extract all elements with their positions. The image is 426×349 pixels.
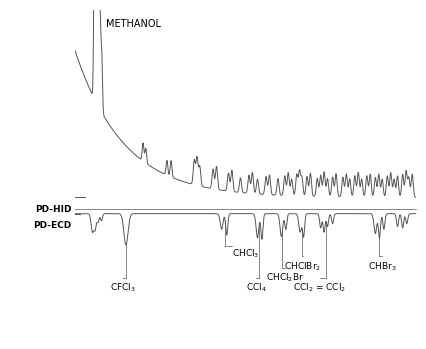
Text: PD-ECD: PD-ECD [33, 221, 71, 230]
Text: PD-HID: PD-HID [35, 205, 71, 214]
Text: CFCl$_3$: CFCl$_3$ [109, 282, 135, 295]
Text: CHCl$_2$Br: CHCl$_2$Br [265, 272, 303, 284]
Text: CHBr$_3$: CHBr$_3$ [367, 261, 395, 273]
Text: CCl$_4$: CCl$_4$ [245, 282, 266, 295]
Text: CHCl$_3$: CHCl$_3$ [231, 248, 259, 260]
Text: CHClBr$_2$: CHClBr$_2$ [284, 261, 321, 273]
Text: CCl$_2$ = CCl$_2$: CCl$_2$ = CCl$_2$ [293, 282, 346, 295]
Text: METHANOL: METHANOL [106, 19, 161, 29]
